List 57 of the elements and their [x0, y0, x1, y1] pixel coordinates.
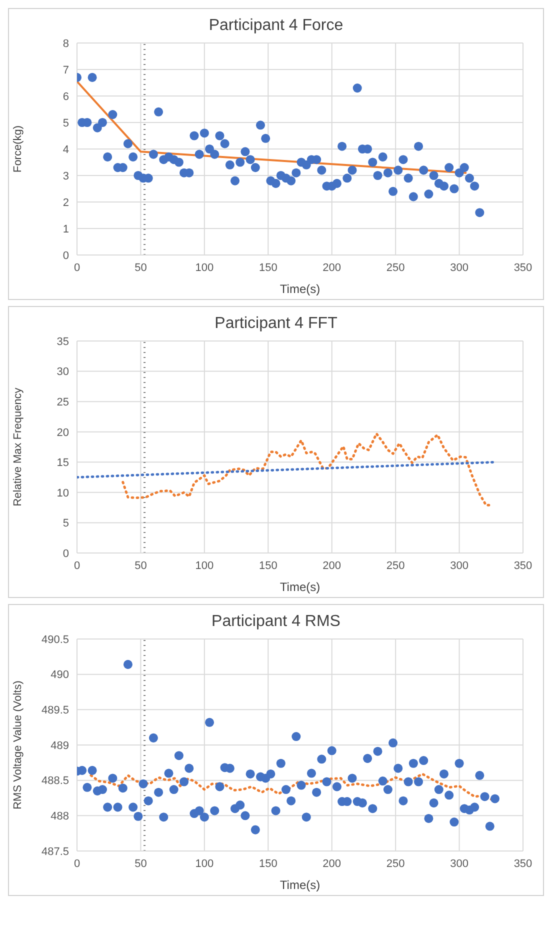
chart-title: Participant 4 RMS: [210, 612, 342, 631]
x-tick-label: 300: [450, 262, 468, 274]
x-tick-label: 200: [322, 262, 342, 274]
y-tick-label: 0: [62, 548, 69, 560]
y-tick-label: 1: [62, 223, 69, 236]
y-tick-label: 0: [62, 250, 69, 262]
x-tick-label: 50: [134, 858, 147, 870]
x-tick-label: 100: [195, 262, 214, 274]
y-tick-label: 4: [62, 144, 69, 156]
y-tick-label: 2: [62, 196, 69, 209]
x-tick-label: 250: [386, 858, 405, 870]
x-axis-title: Time(s): [280, 282, 320, 296]
y-tick-label: 35: [56, 336, 69, 348]
x-tick-label: 100: [195, 560, 214, 572]
x-tick-label: 300: [450, 858, 468, 870]
y-tick-label: 6: [62, 90, 69, 103]
x-tick-label: 150: [258, 560, 278, 572]
y-tick-label: 488: [50, 810, 69, 823]
x-tick-label: 350: [514, 560, 532, 572]
x-tick-label: 100: [195, 858, 214, 870]
x-tick-label: 350: [514, 858, 532, 870]
y-tick-label: 10: [56, 487, 69, 500]
y-tick-label: 490: [50, 669, 69, 682]
x-tick-label: 250: [386, 560, 405, 572]
y-tick-label: 3: [62, 170, 69, 182]
y-tick-label: 490.5: [41, 634, 69, 646]
y-tick-label: 20: [56, 426, 69, 439]
x-tick-label: 0: [74, 560, 80, 572]
y-tick-label: 5: [62, 518, 69, 530]
y-tick-label: 5: [62, 117, 69, 130]
chart-title: Participant 4 FFT: [214, 314, 338, 333]
y-tick-label: 489: [50, 740, 69, 752]
x-axis-title: Time(s): [280, 580, 320, 594]
x-tick-label: 200: [322, 858, 342, 870]
y-tick-label: 488.5: [41, 775, 69, 788]
y-tick-label: 489.5: [41, 704, 69, 717]
x-tick-label: 350: [514, 262, 532, 274]
x-axis-title: Time(s): [280, 878, 320, 892]
x-tick-label: 50: [134, 262, 147, 274]
y-axis-title: RMS Voltage Value (Volts): [12, 680, 24, 810]
x-tick-label: 150: [258, 262, 278, 274]
y-tick-label: 30: [56, 366, 69, 378]
y-tick-label: 8: [62, 38, 69, 50]
y-tick-label: 25: [56, 396, 69, 408]
y-axis-title: Relative Max Frequency: [12, 387, 24, 506]
chart-title: Participant 4 Force: [208, 16, 344, 35]
y-tick-label: 7: [62, 64, 69, 76]
x-tick-label: 50: [134, 560, 147, 572]
x-tick-label: 200: [322, 560, 342, 572]
y-tick-label: 487.5: [41, 846, 69, 858]
x-tick-label: 0: [74, 858, 80, 870]
x-tick-label: 0: [74, 262, 80, 274]
x-tick-label: 150: [258, 858, 278, 870]
y-axis-title: Force(kg): [12, 125, 24, 173]
x-tick-label: 300: [450, 560, 468, 572]
y-tick-label: 15: [56, 457, 69, 470]
x-tick-label: 250: [386, 262, 405, 274]
